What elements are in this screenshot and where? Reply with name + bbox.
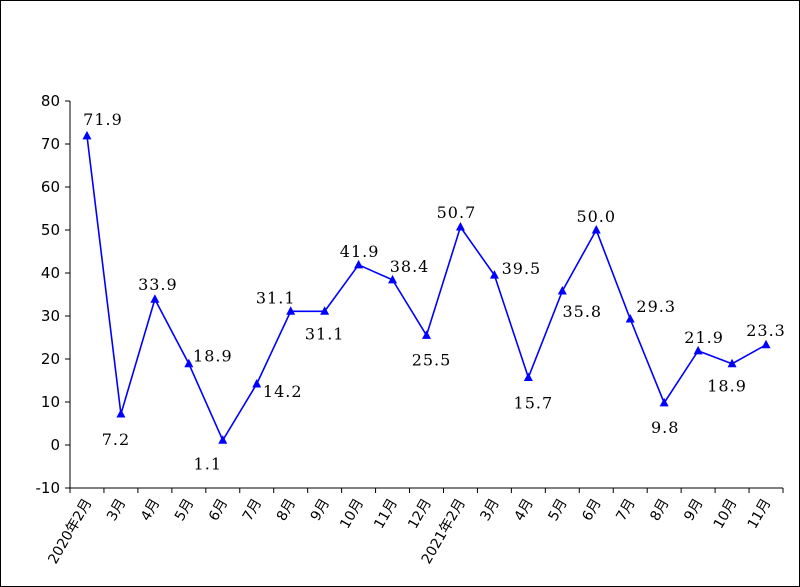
data-label: 18.9 [193, 347, 233, 366]
data-label: 9.8 [651, 418, 679, 437]
data-point-marker [252, 378, 262, 388]
data-label: 15.7 [514, 393, 554, 412]
data-point-marker [422, 330, 431, 339]
y-tick-label: 40 [41, 264, 60, 282]
data-label: 7.2 [102, 430, 130, 449]
data-point-marker [557, 286, 567, 295]
x-tick-label: 4月 [138, 496, 163, 524]
data-label: 50.7 [437, 203, 477, 222]
data-point-marker [523, 372, 533, 381]
data-point-marker [388, 274, 398, 284]
data-label: 29.3 [636, 297, 676, 316]
x-tick-label: 12月 [405, 496, 435, 532]
data-label: 23.3 [746, 321, 786, 340]
data-label: 41.9 [340, 242, 380, 261]
data-point-marker [116, 409, 126, 418]
data-label: 25.5 [412, 350, 452, 369]
y-tick-label: -10 [36, 479, 61, 497]
y-tick-label: 60 [41, 178, 60, 196]
data-point-marker [727, 358, 737, 368]
data-point-marker [354, 259, 364, 269]
x-tick-label: 5月 [545, 496, 570, 524]
data-point-marker [455, 221, 465, 231]
series-line [86, 135, 767, 442]
data-point-marker [693, 345, 703, 355]
x-tick-label: 7月 [240, 496, 265, 524]
data-label: 18.9 [707, 377, 747, 396]
y-tick-label: 20 [41, 350, 60, 368]
data-point-marker [320, 306, 330, 315]
data-label: 21.9 [684, 328, 724, 347]
data-point-marker [659, 397, 669, 407]
data-label: 35.8 [562, 302, 602, 321]
data-point-marker [625, 314, 635, 323]
x-tick-label: 6月 [579, 496, 604, 524]
x-tick-label: 3月 [478, 496, 503, 524]
data-point-marker [761, 339, 771, 349]
data-label: 31.1 [256, 288, 296, 307]
y-tick-label: 10 [41, 393, 60, 411]
x-tick-label: 5月 [172, 496, 197, 524]
data-point-marker [184, 358, 194, 368]
x-tick-label: 11月 [745, 496, 775, 532]
y-tick-label: 80 [41, 92, 60, 110]
y-tick-label: 50 [41, 221, 60, 239]
data-point-marker [150, 294, 160, 303]
data-point-marker [218, 435, 228, 444]
data-point-marker [286, 306, 296, 315]
x-tick-label: 3月 [104, 496, 129, 524]
data-label: 31.1 [305, 324, 345, 343]
data-label: 39.5 [502, 259, 542, 278]
x-tick-label: 9月 [681, 496, 706, 524]
data-point-marker [82, 130, 92, 140]
x-tick-label: 9月 [308, 496, 333, 524]
data-label: 50.0 [576, 207, 616, 226]
data-label: 38.4 [390, 257, 430, 276]
y-tick-label: 0 [50, 436, 60, 454]
data-label: 14.2 [263, 382, 303, 401]
x-tick-label: 10月 [337, 496, 367, 532]
x-tick-label: 2020年2月 [45, 496, 95, 567]
x-tick-label: 4月 [512, 496, 537, 524]
data-label: 71.9 [83, 110, 123, 129]
data-point-marker [489, 270, 499, 279]
y-tick-label: 70 [41, 135, 60, 153]
x-tick-label: 8月 [274, 496, 299, 524]
x-tick-label: 6月 [206, 496, 231, 524]
y-tick-label: 30 [41, 307, 60, 325]
data-label: 1.1 [194, 454, 222, 473]
x-tick-label: 8月 [647, 496, 672, 524]
data-point-marker [591, 225, 601, 234]
x-tick-label: 11月 [371, 496, 401, 532]
x-tick-label: 7月 [613, 496, 638, 524]
data-label: 33.9 [138, 275, 178, 294]
x-tick-label: 10月 [711, 496, 741, 532]
